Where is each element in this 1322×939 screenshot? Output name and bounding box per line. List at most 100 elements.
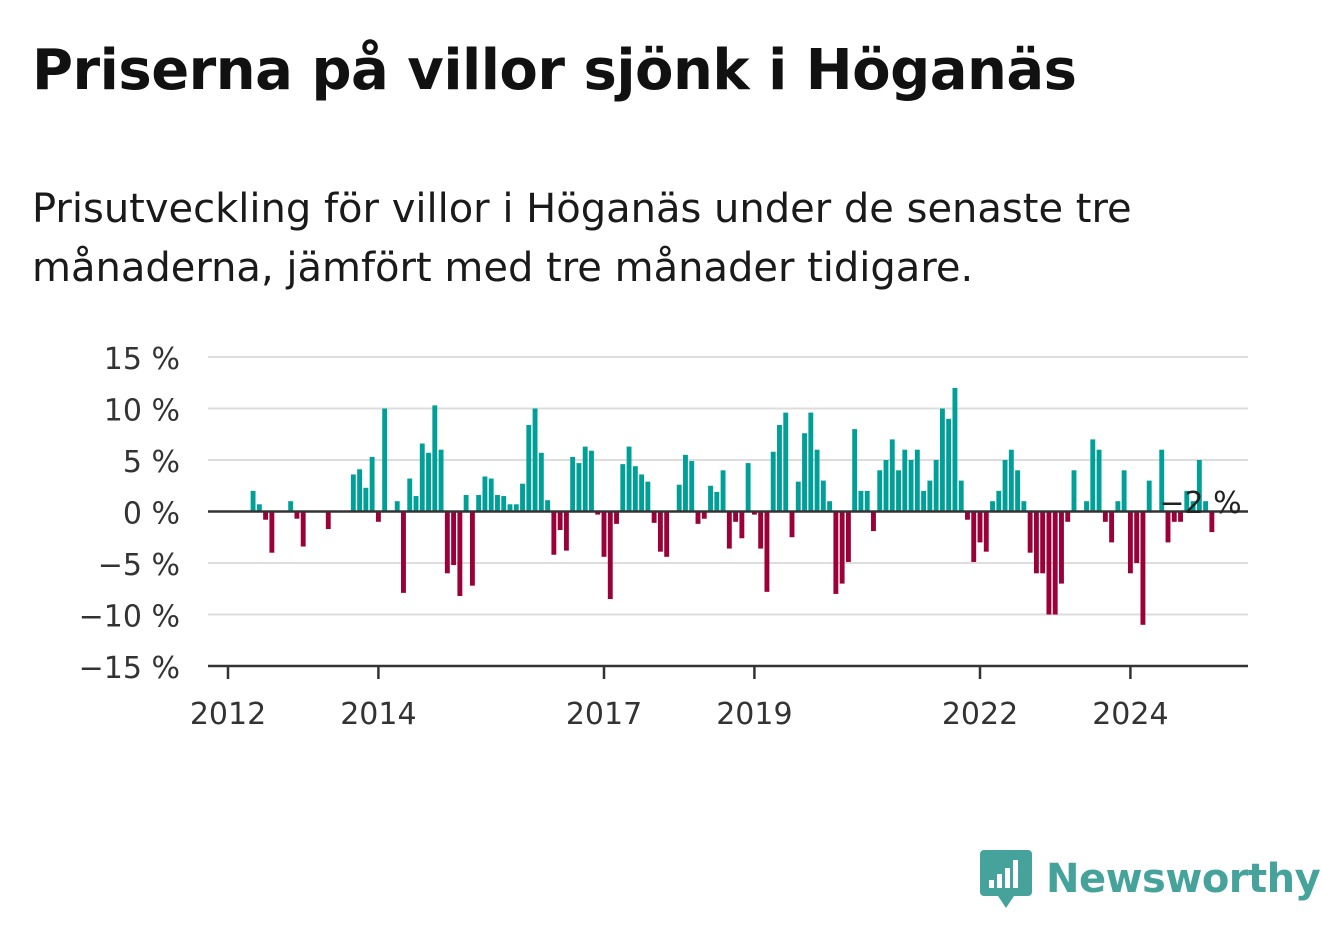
bar <box>639 474 645 512</box>
bar <box>664 511 670 557</box>
bar <box>802 433 807 512</box>
bar <box>1027 511 1033 553</box>
bar <box>1102 511 1108 522</box>
bar <box>357 469 363 512</box>
bar <box>1071 470 1077 512</box>
bar <box>965 511 970 520</box>
bar <box>1033 511 1039 574</box>
bar <box>1184 490 1190 512</box>
bar <box>520 483 525 512</box>
chart-subtitle: Prisutveckling för villor i Höganäs unde… <box>32 186 1132 291</box>
bar <box>1052 511 1058 615</box>
bar <box>1059 511 1064 584</box>
bar <box>739 511 745 539</box>
gridlines <box>208 356 1248 616</box>
bar <box>614 511 619 524</box>
bar <box>958 480 964 512</box>
bar <box>877 470 883 512</box>
bar <box>927 480 933 512</box>
bar <box>1165 511 1171 543</box>
x-axis-labels: 2012 2014 2017 2019 2022 2024 <box>190 666 1169 732</box>
y-tick-label: −15 % <box>79 651 180 686</box>
bar <box>551 511 557 555</box>
bar <box>701 511 707 519</box>
bar <box>495 495 500 512</box>
bar <box>256 504 262 512</box>
bar <box>914 449 920 512</box>
bar <box>476 495 482 512</box>
bar <box>871 511 876 532</box>
bar <box>589 450 594 512</box>
axes <box>208 510 1248 668</box>
y-tick-label: 10 % <box>104 394 180 429</box>
bar <box>1171 511 1177 522</box>
bar <box>570 456 576 512</box>
bar <box>971 511 977 562</box>
bar <box>1159 449 1165 512</box>
bar <box>1015 470 1021 512</box>
x-tick-label: 2024 <box>1092 697 1168 732</box>
bar <box>1115 501 1121 512</box>
y-tick-label: 5 % <box>123 445 180 480</box>
bar <box>783 412 789 512</box>
bar <box>845 511 851 562</box>
bar <box>708 485 713 512</box>
bar <box>745 463 751 512</box>
bar <box>908 460 914 512</box>
bar <box>676 484 682 512</box>
bar <box>1109 511 1115 543</box>
bar <box>1178 511 1183 522</box>
bar <box>683 454 688 512</box>
bar <box>1040 511 1046 574</box>
chart-title: Priserna på villor sjönk i Höganäs <box>32 38 1077 103</box>
bar <box>1203 501 1209 512</box>
bar <box>375 511 381 522</box>
bar <box>401 511 406 593</box>
bar <box>463 495 469 512</box>
bar <box>563 511 569 551</box>
bar <box>814 449 820 512</box>
bar <box>977 511 983 543</box>
bar <box>726 511 732 549</box>
bar <box>513 504 519 512</box>
bar <box>946 418 952 512</box>
bar <box>601 511 607 557</box>
x-tick-label: 2014 <box>340 697 416 732</box>
bar <box>1021 501 1027 512</box>
bar <box>263 511 269 520</box>
bar <box>839 511 845 584</box>
bar <box>582 446 588 512</box>
bar <box>795 481 801 512</box>
bar <box>432 405 438 512</box>
bar <box>983 511 989 552</box>
bar <box>457 511 463 596</box>
bar <box>288 501 294 512</box>
bar <box>350 474 356 512</box>
bar <box>469 511 475 586</box>
annotations: −2 % <box>1159 486 1241 521</box>
y-tick-label: 15 % <box>104 342 180 377</box>
bar <box>827 501 833 512</box>
y-tick-label: −10 % <box>79 600 180 635</box>
bar <box>250 490 256 512</box>
bar <box>990 501 995 512</box>
bar <box>1196 460 1202 512</box>
bar <box>657 511 663 552</box>
bar <box>538 452 544 512</box>
bar <box>607 511 613 600</box>
x-tick-label: 2012 <box>190 697 266 732</box>
bar <box>1146 480 1152 512</box>
bar <box>852 429 858 512</box>
bar <box>758 511 764 549</box>
bar <box>413 496 419 512</box>
bar <box>576 463 582 512</box>
bar <box>952 387 958 512</box>
bar <box>1065 511 1071 522</box>
bar <box>777 424 782 512</box>
bar <box>507 504 513 512</box>
bar <box>382 408 388 512</box>
bar <box>1127 511 1133 574</box>
x-tick-label: 2019 <box>716 697 792 732</box>
bar <box>695 511 701 524</box>
